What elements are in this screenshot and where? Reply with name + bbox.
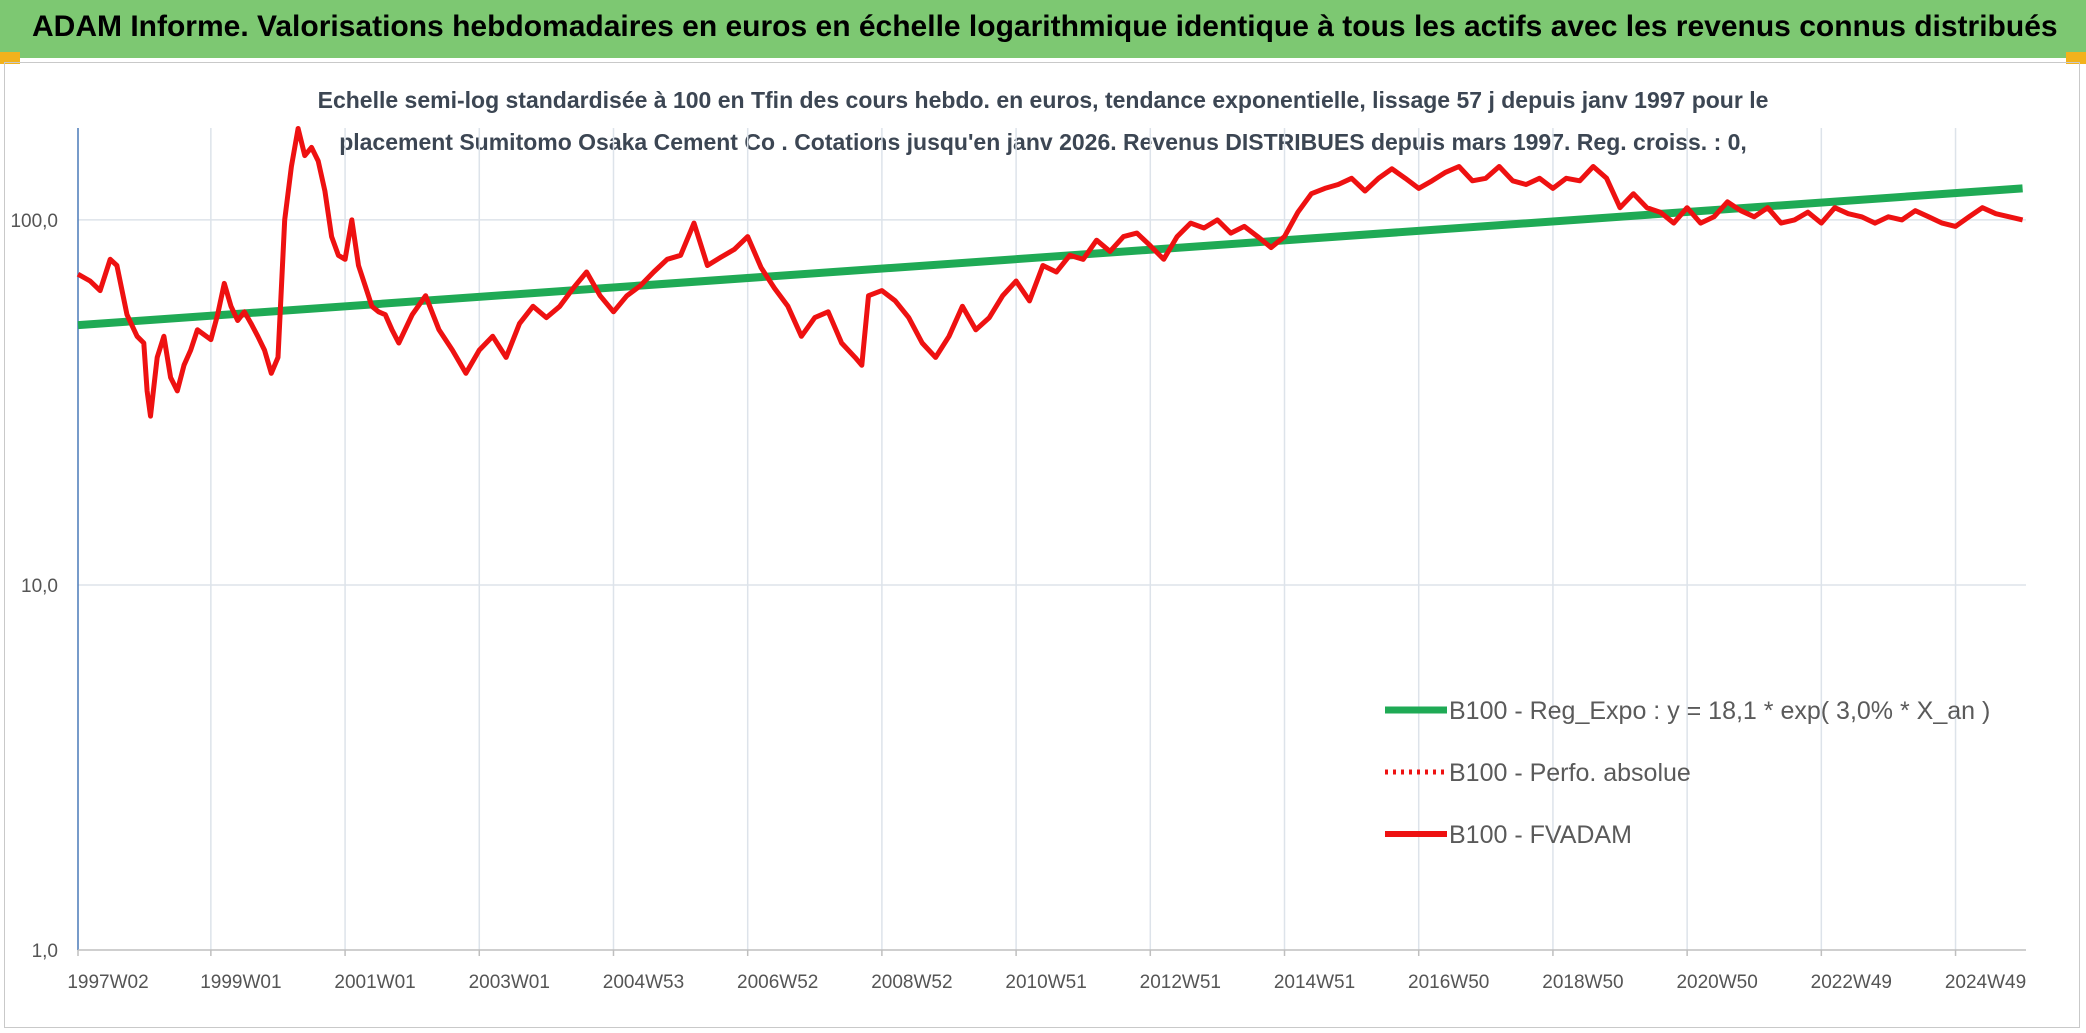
series-line-reg-expo <box>77 184 2023 330</box>
x-tick-label: 2004W53 <box>603 972 684 993</box>
series-line-fvadam <box>76 126 2024 419</box>
x-tick-label: 2022W49 <box>1811 972 1892 993</box>
chart-subtitle-line: placement Sumitomo Osaka Cement Co . Cot… <box>339 129 1747 155</box>
x-tick-label: 1999W01 <box>200 972 281 993</box>
x-tick-label: 2020W50 <box>1676 972 1757 993</box>
corner-marker-right <box>2066 52 2086 64</box>
x-tick-label: 2001W01 <box>334 972 415 993</box>
x-tick-label: 2012W51 <box>1140 972 1221 993</box>
x-tick-label: 2010W51 <box>1005 972 1086 993</box>
x-tick-label: 2018W50 <box>1542 972 1623 993</box>
x-tick-label: 2006W52 <box>737 972 818 993</box>
y-tick-label: 100,0 <box>10 211 58 232</box>
x-tick-label: 2008W52 <box>871 972 952 993</box>
x-tick-label: 2014W51 <box>1274 972 1355 993</box>
x-tick-label: 2024W49 <box>1945 972 2026 993</box>
legend-label: B100 - Perfo. absolue <box>1449 759 1691 787</box>
title-banner: ADAM Informe. Valorisations hebdomadaire… <box>0 0 2086 58</box>
x-tick-label: 1997W02 <box>67 972 148 993</box>
page-title: ADAM Informe. Valorisations hebdomadaire… <box>32 10 2058 43</box>
chart-subtitle-line: Echelle semi-log standardisée à 100 en T… <box>318 87 1769 113</box>
y-tick-label: 1,0 <box>32 941 58 962</box>
x-tick-label: 2016W50 <box>1408 972 1489 993</box>
chart-frame <box>4 62 2080 1028</box>
legend-label: B100 - FVADAM <box>1449 821 1632 849</box>
y-tick-label: 10,0 <box>21 576 58 597</box>
legend-label: B100 - Reg_Expo : y = 18,1 * exp( 3,0% *… <box>1449 697 1990 725</box>
corner-marker-left <box>0 52 20 64</box>
x-tick-label: 2003W01 <box>469 972 550 993</box>
